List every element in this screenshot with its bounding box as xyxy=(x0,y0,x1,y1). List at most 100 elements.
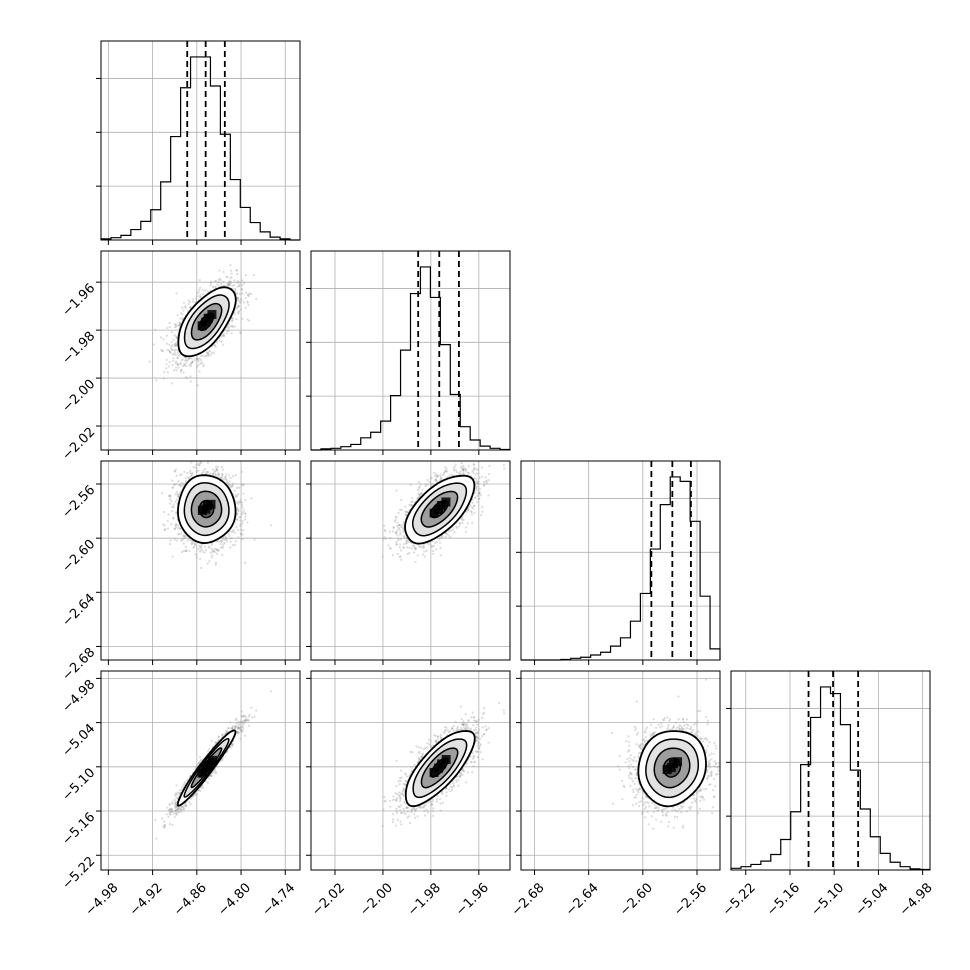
scatter-point xyxy=(422,545,425,548)
scatter-point xyxy=(179,370,182,373)
scatter-point xyxy=(238,292,242,295)
scatter-point xyxy=(239,498,242,502)
scatter-point xyxy=(213,548,216,551)
scatter-point xyxy=(182,534,185,537)
scatter-point xyxy=(196,358,199,361)
scatter-point xyxy=(392,526,395,529)
scatter-point xyxy=(183,359,187,362)
scatter-point xyxy=(189,357,192,360)
scatter-point xyxy=(235,518,238,521)
scatter-point xyxy=(214,470,217,473)
scatter-point xyxy=(220,466,224,469)
scatter-point xyxy=(165,367,168,370)
scatter-point xyxy=(230,530,233,533)
scatter-point xyxy=(152,343,155,346)
scatter-point xyxy=(194,553,197,556)
scatter-point xyxy=(176,324,179,327)
scatter-point xyxy=(184,545,187,548)
scatter-point xyxy=(216,548,219,551)
scatter-point xyxy=(199,462,202,465)
scatter-point xyxy=(225,481,229,484)
scatter-point xyxy=(469,504,472,507)
scatter-point xyxy=(237,500,240,503)
scatter-point xyxy=(239,500,242,504)
scatter-point xyxy=(439,554,442,557)
scatter-point xyxy=(229,477,232,480)
scatter-point xyxy=(227,282,230,286)
scatter-point xyxy=(418,544,421,548)
histogram-step-line xyxy=(730,686,931,871)
scatter-point xyxy=(180,539,183,542)
histogram-step-line xyxy=(100,56,300,241)
scatter-point xyxy=(173,483,176,487)
scatter-point xyxy=(154,328,157,331)
scatter-point xyxy=(227,323,231,326)
scatter-point xyxy=(192,546,195,549)
scatter-point xyxy=(241,522,244,525)
scatter-point xyxy=(233,543,236,547)
scatter-point xyxy=(161,350,164,353)
scatter-point xyxy=(461,468,465,471)
density-peak xyxy=(197,310,217,331)
scatter-point xyxy=(238,501,241,504)
scatter-point xyxy=(217,472,220,475)
scatter-point xyxy=(169,347,173,350)
scatter-point xyxy=(183,457,185,459)
scatter-point xyxy=(213,344,216,347)
scatter-point xyxy=(196,365,199,369)
scatter-point xyxy=(241,484,244,487)
scatter-point xyxy=(187,476,190,479)
scatter-point xyxy=(226,276,229,279)
scatter-point xyxy=(228,282,231,285)
scatter-point xyxy=(477,497,480,501)
scatter-point xyxy=(182,309,185,312)
scatter-point xyxy=(225,537,228,540)
scatter-point xyxy=(166,348,169,352)
scatter-point xyxy=(217,548,220,552)
scatter-point xyxy=(182,549,186,553)
scatter-point xyxy=(465,510,468,514)
scatter-point xyxy=(210,351,214,354)
scatter-point xyxy=(168,350,172,353)
scatter-point xyxy=(192,465,195,469)
scatter-point xyxy=(235,501,238,504)
scatter-point xyxy=(396,529,399,532)
scatter-point xyxy=(221,468,224,471)
scatter-point xyxy=(241,506,244,509)
scatter-point xyxy=(242,483,245,486)
scatter-point xyxy=(231,319,234,322)
scatter-point xyxy=(237,305,240,308)
scatter-point xyxy=(195,357,198,360)
scatter-point xyxy=(203,355,207,358)
scatter-point xyxy=(176,357,180,360)
scatter-point xyxy=(189,380,192,383)
scatter-point xyxy=(187,299,190,302)
scatter-point xyxy=(232,482,235,486)
scatter-point xyxy=(176,352,179,355)
scatter-point xyxy=(476,472,479,475)
scatter-point xyxy=(217,280,221,283)
scatter-point xyxy=(420,546,423,549)
scatter-point xyxy=(178,323,181,327)
scatter-point xyxy=(212,549,215,553)
scatter-point xyxy=(236,512,239,515)
scatter-point xyxy=(193,358,196,361)
scatter-point xyxy=(168,349,171,352)
scatter-point xyxy=(197,464,200,467)
scatter-point xyxy=(418,493,421,496)
scatter-point xyxy=(183,363,186,366)
scatter-point xyxy=(430,544,433,547)
scatter-point xyxy=(438,541,442,544)
scatter-point xyxy=(171,486,174,489)
scatter-point xyxy=(239,525,242,528)
scatter-point xyxy=(220,335,223,338)
scatter-point xyxy=(225,478,228,481)
contour-line-2 xyxy=(190,302,223,341)
scatter-point xyxy=(220,477,223,480)
scatter-point xyxy=(168,325,171,329)
density-block xyxy=(201,504,211,514)
scatter-point xyxy=(213,285,216,288)
scatter-point xyxy=(439,475,442,478)
scatter-point xyxy=(223,478,226,481)
scatter-point xyxy=(182,365,185,368)
